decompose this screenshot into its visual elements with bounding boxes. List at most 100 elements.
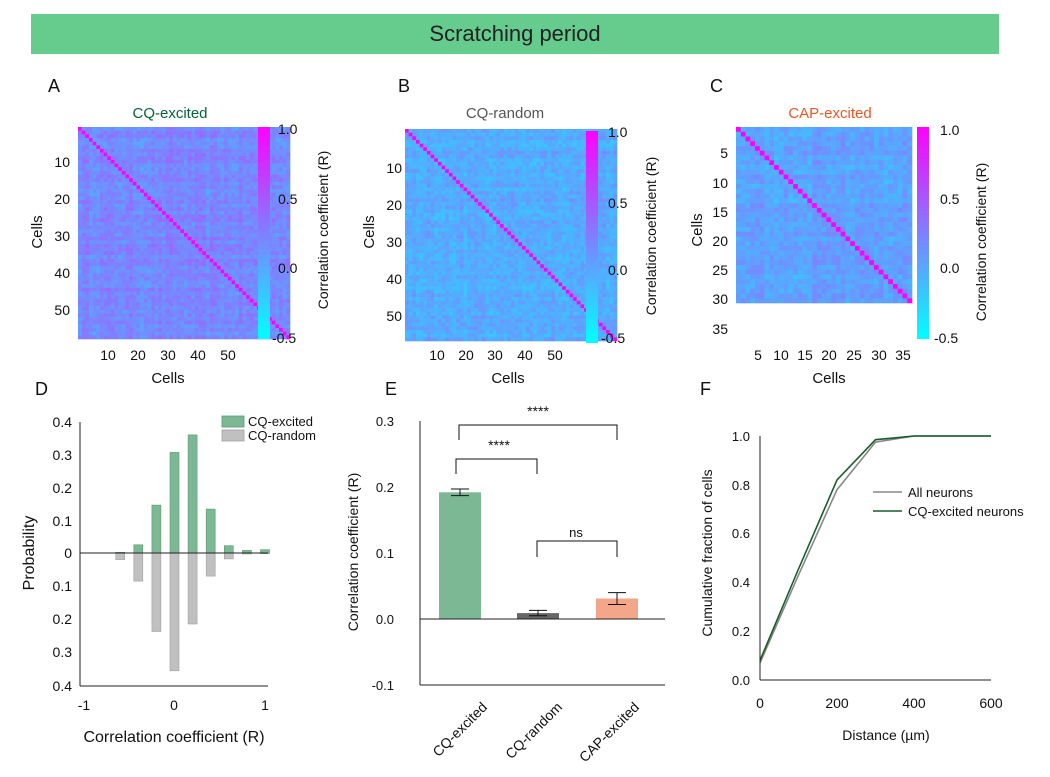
heatmap-cell: [220, 127, 225, 131]
heatmap-cell: [165, 317, 170, 322]
heatmap-cell: [423, 136, 428, 141]
heatmap-cell: [198, 156, 203, 161]
panel-letter-c: C: [710, 76, 723, 96]
heatmap-cell: [140, 309, 145, 314]
heatmap-cell: [408, 129, 413, 133]
heatmap-a-ytick: 40: [54, 265, 70, 281]
heatmap-cell: [286, 152, 291, 157]
heatmap-cell: [452, 209, 457, 214]
heatmap-cell: [576, 147, 581, 152]
heatmap-cell: [187, 317, 192, 322]
heatmap-cell: [503, 136, 508, 141]
heatmap-cell: [121, 156, 126, 161]
heatmap-cell: [158, 167, 163, 172]
heatmap-cell: [227, 141, 232, 146]
heatmap-cell: [103, 258, 108, 263]
heatmap-cell: [426, 165, 431, 170]
heatmap-cell: [154, 200, 159, 205]
heatmap-cell: [103, 189, 108, 194]
heatmap-cell: [99, 181, 104, 186]
heatmap-cell: [176, 291, 181, 296]
heatmap-cell: [147, 159, 152, 164]
heatmap-cell: [88, 156, 93, 161]
heatmap-cell: [136, 134, 141, 139]
heatmap-cell: [496, 172, 501, 177]
heatmap-cell: [118, 324, 123, 329]
heatmap-cell: [463, 143, 468, 148]
heatmap-cell: [227, 335, 232, 340]
heatmap-cell: [92, 130, 97, 135]
heatmap-cell: [81, 331, 86, 336]
heatmap-cell: [238, 243, 243, 248]
heatmap-cell: [467, 198, 472, 203]
heatmap-cell: [253, 317, 258, 322]
heatmap-cell: [521, 132, 526, 137]
heatmap-cell: [125, 258, 130, 263]
heatmap-cell: [78, 240, 82, 245]
heatmap-cell: [434, 194, 439, 199]
heatmap-cell: [521, 183, 526, 188]
heatmap-cell: [231, 284, 236, 289]
heatmap-cell: [78, 236, 82, 241]
heatmap-cell: [209, 185, 214, 190]
heatmap-cell: [110, 152, 115, 157]
heatmap-cell: [282, 196, 287, 201]
heatmap-cell: [220, 254, 225, 259]
heatmap-cell: [209, 243, 214, 248]
heatmap-cell: [143, 185, 148, 190]
heatmap-cell: [220, 156, 225, 161]
heatmap-cell: [154, 134, 159, 139]
heatmap-cell: [286, 214, 291, 219]
heatmap-cell: [132, 295, 137, 300]
heatmap-cell: [602, 220, 607, 225]
heatmap-cell: [514, 176, 519, 181]
heatmap-cell: [286, 174, 291, 179]
heatmap-cell: [279, 331, 283, 336]
heatmap-cell: [224, 185, 229, 190]
heatmap-cell: [169, 328, 174, 332]
heatmap-cell: [158, 170, 163, 175]
heatmap-cell: [151, 141, 156, 146]
heatmap-cell: [253, 127, 258, 131]
heatmap-cell: [118, 145, 123, 150]
heatmap-cell: [235, 331, 240, 336]
heatmap-cell: [246, 302, 251, 307]
heatmap-cell: [129, 280, 134, 285]
heatmap-cell: [286, 306, 291, 311]
heatmap-cell: [253, 189, 258, 194]
heatmap-cell: [238, 324, 243, 329]
heatmap-cell: [246, 247, 251, 252]
heatmap-cell: [143, 280, 148, 285]
heatmap-cell: [246, 200, 251, 205]
heatmap-cell: [143, 163, 148, 168]
heatmap-cell: [224, 196, 229, 201]
heatmap-cell: [279, 320, 283, 325]
heatmap-cell: [609, 213, 614, 218]
heatmap-cell: [81, 317, 86, 322]
heatmap-cell: [405, 220, 409, 225]
heatmap-cell: [481, 213, 486, 218]
heatmap-cell: [459, 224, 464, 228]
heatmap-cell: [92, 145, 97, 150]
heatmap-cell: [147, 240, 152, 245]
heatmap-cell: [415, 158, 420, 163]
heatmap-cell: [88, 137, 93, 142]
heatmap-cell: [129, 214, 134, 219]
heatmap-cell: [412, 198, 417, 203]
heatmap-cell: [136, 159, 141, 164]
heatmap-cell: [110, 328, 115, 332]
heatmap-cell: [107, 306, 112, 311]
heatmap-cell: [209, 145, 214, 150]
heatmap-cell: [187, 320, 192, 325]
heatmap-cell: [485, 147, 490, 152]
heatmap-cell: [132, 313, 137, 318]
heatmap-cell: [246, 189, 251, 194]
heatmap-cell: [169, 287, 174, 292]
heatmap-cell: [147, 269, 152, 274]
heatmap-cell: [249, 254, 254, 259]
heatmap-cell: [118, 189, 123, 194]
heatmap-cell: [275, 280, 280, 285]
heatmap-cell: [147, 280, 152, 285]
heatmap-cell: [88, 273, 93, 278]
heatmap-cell: [518, 136, 523, 141]
